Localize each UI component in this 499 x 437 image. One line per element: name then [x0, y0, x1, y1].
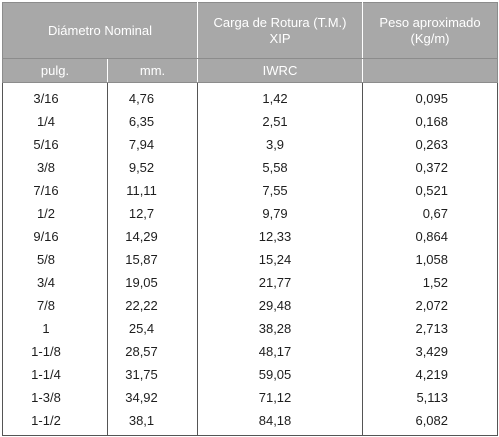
table-header: Diámetro Nominal Carga de Rotura (T.M.) …	[1, 2, 499, 83]
cell-mm: 25,4	[106, 317, 199, 340]
table-row: 5/8 15,87 15,24 1,058	[2, 248, 499, 271]
cell-peso: 0,263	[362, 133, 499, 156]
header-carga-line2: XIP	[269, 30, 291, 46]
cell-peso: 0,095	[362, 82, 499, 110]
header-peso-blank	[362, 58, 499, 83]
cell-carga: 7,55	[197, 179, 364, 202]
cell-mm: 6,35	[106, 110, 199, 133]
cell-pulg: 9/16	[2, 225, 108, 248]
cell-peso: 1,52	[362, 271, 499, 294]
cell-peso: 0,864	[362, 225, 499, 248]
table-row: 1-3/8 34,92 71,12 5,113	[2, 386, 499, 409]
table-row: 3/16 4,76 1,42 0,095	[2, 82, 499, 110]
cell-carga: 59,05	[197, 363, 364, 386]
cell-peso: 2,713	[362, 317, 499, 340]
cell-pulg: 1/2	[2, 202, 108, 225]
cell-carga: 3,9	[197, 133, 364, 156]
cell-carga: 48,17	[197, 340, 364, 363]
cell-pulg: 1-3/8	[2, 386, 108, 409]
table-row: 3/4 19,05 21,77 1,52	[2, 271, 499, 294]
header-row-main: Diámetro Nominal Carga de Rotura (T.M.) …	[1, 2, 499, 59]
header-mm: mm.	[106, 58, 199, 83]
cell-carga: 71,12	[197, 386, 364, 409]
cell-carga: 29,48	[197, 294, 364, 317]
cell-pulg: 1	[2, 317, 108, 340]
cell-mm: 19,05	[106, 271, 199, 294]
cell-pulg: 7/8	[2, 294, 108, 317]
cell-mm: 38,1	[106, 409, 199, 436]
header-carga-rotura: Carga de Rotura (T.M.) XIP	[197, 2, 364, 59]
cell-mm: 7,94	[106, 133, 199, 156]
cell-pulg: 1-1/8	[2, 340, 108, 363]
cell-carga: 12,33	[197, 225, 364, 248]
table-row: 9/16 14,29 12,33 0,864	[2, 225, 499, 248]
cell-mm: 11,11	[106, 179, 199, 202]
table-row: 7/16 11,11 7,55 0,521	[2, 179, 499, 202]
cell-mm: 34,92	[106, 386, 199, 409]
header-peso-line2: (Kg/m)	[410, 30, 450, 46]
cell-carga: 1,42	[197, 82, 364, 110]
cell-pulg: 3/8	[2, 156, 108, 179]
table-row: 1-1/4 31,75 59,05 4,219	[2, 363, 499, 386]
table-row: 1-1/2 38,1 84,18 6,082	[2, 409, 499, 436]
header-peso-line1: Peso aproximado	[379, 14, 481, 30]
cell-peso: 6,082	[362, 409, 499, 436]
cell-peso: 4,219	[362, 363, 499, 386]
header-diametro-nominal: Diámetro Nominal	[1, 2, 199, 59]
cell-pulg: 7/16	[2, 179, 108, 202]
cell-pulg: 1-1/4	[2, 363, 108, 386]
cell-pulg: 5/8	[2, 248, 108, 271]
cell-pulg: 3/16	[2, 82, 108, 110]
header-carga-line1: Carga de Rotura (T.M.)	[213, 14, 347, 30]
table-row: 1/2 12,7 9,79 0,67	[2, 202, 499, 225]
cell-mm: 4,76	[106, 82, 199, 110]
table-row: 1/4 6,35 2,51 0,168	[2, 110, 499, 133]
table-row: 1-1/8 28,57 48,17 3,429	[2, 340, 499, 363]
cell-carga: 38,28	[197, 317, 364, 340]
cell-peso: 3,429	[362, 340, 499, 363]
cell-mm: 22,22	[106, 294, 199, 317]
cell-peso: 0,67	[362, 202, 499, 225]
cell-peso: 0,521	[362, 179, 499, 202]
cell-peso: 1,058	[362, 248, 499, 271]
cell-peso: 0,372	[362, 156, 499, 179]
table-row: 7/8 22,22 29,48 2,072	[2, 294, 499, 317]
cell-carga: 84,18	[197, 409, 364, 436]
header-peso-aproximado: Peso aproximado (Kg/m)	[362, 2, 499, 59]
cell-mm: 14,29	[106, 225, 199, 248]
table-row: 1 25,4 38,28 2,713	[2, 317, 499, 340]
cell-mm: 12,7	[106, 202, 199, 225]
cell-mm: 31,75	[106, 363, 199, 386]
cell-pulg: 1/4	[2, 110, 108, 133]
cell-carga: 15,24	[197, 248, 364, 271]
cell-mm: 9,52	[106, 156, 199, 179]
cell-carga: 21,77	[197, 271, 364, 294]
cell-mm: 28,57	[106, 340, 199, 363]
cell-pulg: 5/16	[2, 133, 108, 156]
cell-peso: 2,072	[362, 294, 499, 317]
table-body: 3/16 4,76 1,42 0,095 1/4 6,35 2,51 0,168 5/16 7,9…	[2, 82, 499, 436]
cell-pulg: 1-1/2	[2, 409, 108, 436]
table-row: 3/8 9,52 5,58 0,372	[2, 156, 499, 179]
cell-carga: 9,79	[197, 202, 364, 225]
cell-peso: 0,168	[362, 110, 499, 133]
header-row-units: pulg. mm. IWRC	[2, 58, 499, 83]
cell-mm: 15,87	[106, 248, 199, 271]
cell-peso: 5,113	[362, 386, 499, 409]
cell-pulg: 3/4	[2, 271, 108, 294]
header-pulg: pulg.	[2, 58, 108, 83]
header-iwrc: IWRC	[197, 58, 364, 83]
cell-carga: 2,51	[197, 110, 364, 133]
cell-carga: 5,58	[197, 156, 364, 179]
table-row: 5/16 7,94 3,9 0,263	[2, 133, 499, 156]
